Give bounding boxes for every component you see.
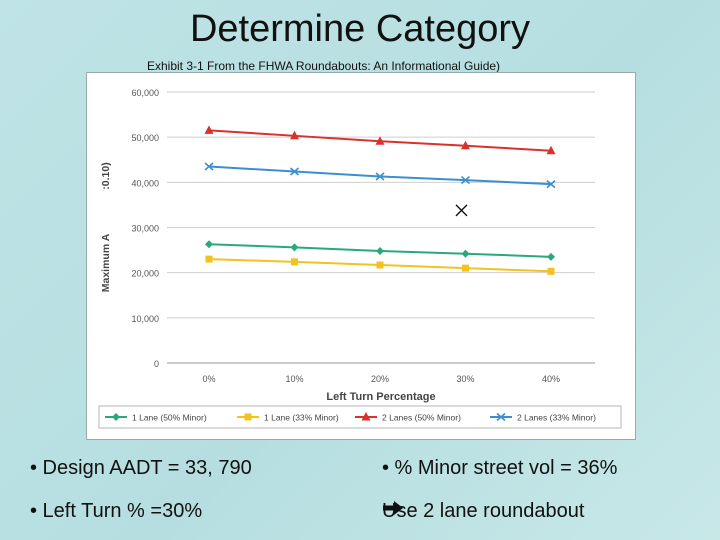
series-3: [204, 125, 556, 155]
x-axis-label: Left Turn Percentage: [326, 391, 435, 403]
legend-item: 2 Lanes (50% Minor): [355, 412, 461, 423]
data-point: [375, 136, 385, 145]
legend-marker: [496, 412, 506, 422]
data-point: [205, 240, 213, 249]
data-point: [204, 162, 214, 171]
bullet-conclusion: Use 2 lane roundabout: [382, 500, 584, 523]
data-point: [547, 267, 555, 275]
x-tick-label: 20%: [371, 374, 389, 384]
chart-panel: 0 10,000 20,000 30,000 40,000 50,000 60,000 0%…: [86, 72, 636, 440]
data-point: [546, 180, 556, 189]
chart-source-caption: Exhibit 3-1 From the FHWA Roundabouts: A…: [147, 59, 501, 73]
y-tick-label: 60,000: [131, 88, 159, 98]
chart-series: [204, 125, 556, 275]
legend-label: 1 Lane (33% Minor): [264, 413, 339, 423]
data-point: [291, 258, 298, 266]
x-axis-tick-labels: 0% 10% 20% 30% 40%: [202, 374, 560, 384]
y-tick-label: 30,000: [131, 224, 159, 234]
data-point: [205, 255, 213, 263]
chart-legend: 1 Lane (50% Minor) 1 Lane (33% Minor) 2 La…: [98, 405, 622, 429]
data-point: [546, 145, 556, 155]
legend-marker: [112, 413, 120, 421]
series-2: [205, 255, 555, 275]
x-tick-label: 0%: [202, 374, 215, 384]
data-point: [461, 249, 470, 258]
data-point: [375, 172, 385, 181]
legend-item: 1 Lane (33% Minor): [237, 413, 339, 423]
y-tick-label: 20,000: [131, 269, 159, 279]
data-point: [204, 125, 214, 134]
y-tick-label: 40,000: [131, 178, 159, 188]
legend-item: 2 Lanes (33% Minor): [490, 413, 596, 423]
data-point: [290, 243, 299, 252]
annotation-x-marker: [455, 204, 468, 217]
bullet-minor-street-volume: • % Minor street vol = 36%: [382, 457, 618, 479]
y-tick-label: 50,000: [131, 133, 159, 143]
right-arrow-icon: [383, 501, 403, 515]
data-point: [289, 167, 300, 176]
legend-label: 2 Lanes (50% Minor): [382, 413, 461, 423]
series-line: [208, 165, 552, 186]
slide-title: Determine Category: [189, 8, 531, 50]
y-tick-label: 0: [154, 359, 159, 369]
legend-marker: [244, 413, 252, 421]
x-tick-label: 10%: [285, 374, 303, 384]
data-point: [547, 252, 555, 261]
bullet-left-turn-percent: • Left Turn % =30%: [30, 500, 203, 522]
data-point: [461, 140, 470, 150]
line-chart: 0 10,000 20,000 30,000 40,000 50,000 60,000 0%…: [98, 88, 622, 429]
data-point: [460, 175, 471, 185]
y-axis-label: Maximum A: [100, 233, 112, 292]
series-4: [204, 162, 556, 189]
data-point: [376, 261, 384, 269]
legend-marker: [361, 412, 371, 421]
data-point: [290, 130, 299, 140]
y-axis-tick-labels: 0 10,000 20,000 30,000 40,000 50,000 60,000: [131, 88, 159, 369]
design-point-annotation: [455, 204, 468, 217]
legend-item: 1 Lane (50% Minor): [105, 413, 207, 423]
x-tick-label: 30%: [456, 374, 474, 384]
data-point: [376, 246, 384, 255]
legend-label: 2 Lanes (33% Minor): [517, 413, 596, 423]
chart-gridlines: [167, 91, 595, 364]
legend-label: 1 Lane (50% Minor): [132, 413, 207, 423]
x-tick-label: 40%: [542, 374, 560, 384]
series-1: [205, 240, 555, 261]
y-axis-label-fragment: :0.10): [100, 162, 112, 189]
conclusion-text: Use 2 lane roundabout: [382, 500, 585, 522]
y-tick-label: 10,000: [131, 314, 159, 324]
bullet-design-aadt: • Design AADT = 33, 790: [30, 457, 252, 479]
data-point: [462, 264, 469, 272]
